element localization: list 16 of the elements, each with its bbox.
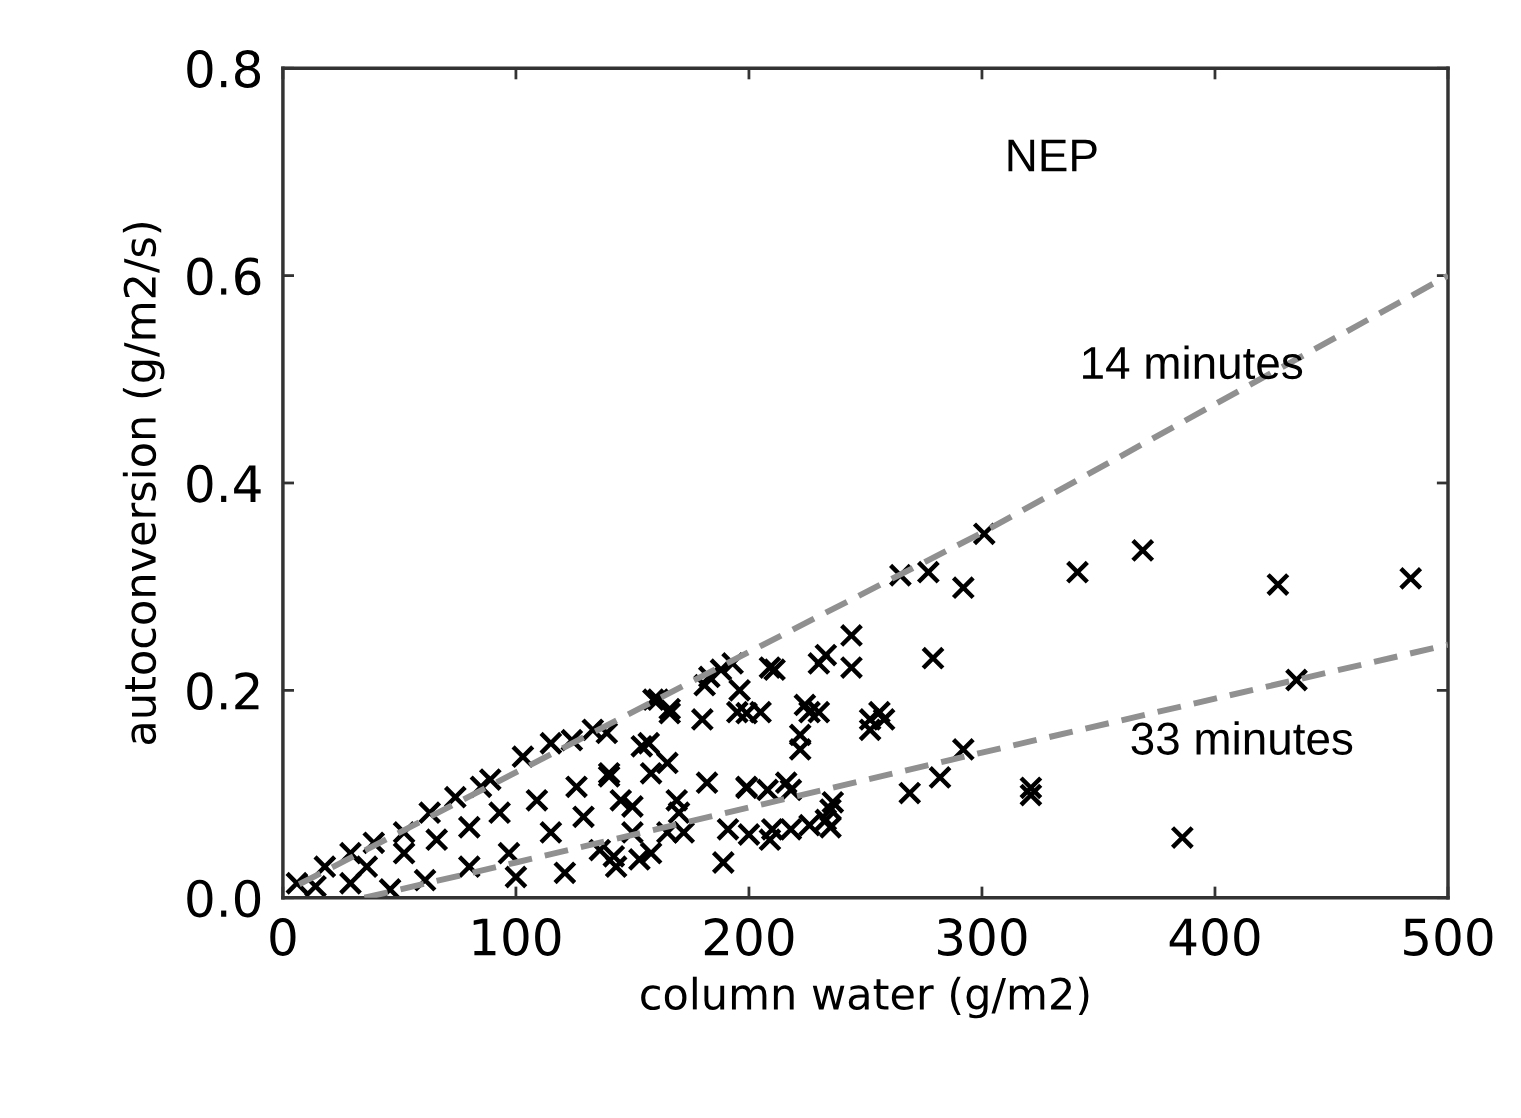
x-tick-label: 300 [938, 918, 1027, 956]
y-axis-title: autoconversion (g/m2/s) [122, 223, 165, 745]
annotation: NEP [1008, 139, 1097, 172]
x-axis-title: column water (g/m2) [641, 976, 1089, 1019]
annotation: 14 minutes [1083, 345, 1303, 380]
annotation: 33 minutes [1131, 721, 1353, 755]
x-tick-label: 200 [704, 918, 794, 956]
x-tick-label: 100 [473, 918, 561, 956]
y-tick-label: 0.0 [187, 879, 261, 918]
y-tick-label: 0.6 [187, 257, 261, 296]
y-tick-label: 0.4 [187, 464, 261, 503]
x-tick-label: 400 [1169, 918, 1260, 956]
y-tick-label: 0.8 [187, 50, 261, 88]
y-tick-label: 0.2 [187, 672, 259, 711]
x-tick-label: 0 [270, 918, 296, 956]
x-tick-label: 500 [1404, 918, 1493, 956]
